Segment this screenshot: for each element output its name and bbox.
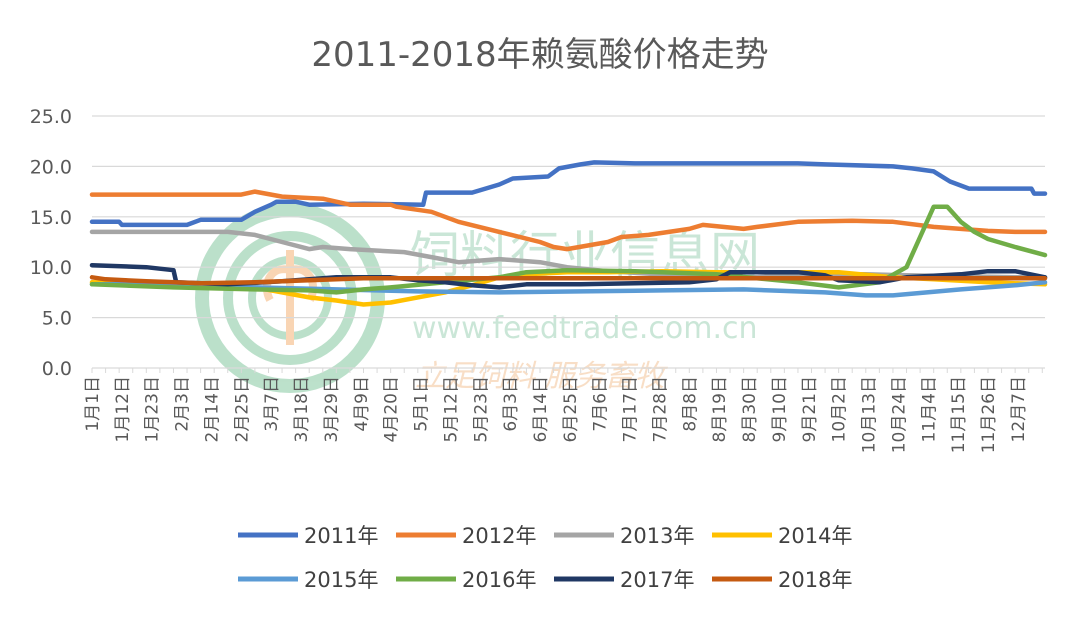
x-tick-label: 10月24日 <box>889 376 909 453</box>
x-tick-label: 9月21日 <box>800 376 820 442</box>
legend-label: 2014年 <box>778 524 852 548</box>
legend-label: 2017年 <box>620 568 694 592</box>
watermark-slogan-text: 立足饲料 服务畜牧 <box>415 359 669 394</box>
x-tick-label: 8月30日 <box>740 376 760 442</box>
y-tick-label: 5.0 <box>42 308 72 330</box>
y-axis-ticks: 0.0 5.0 10.0 15.0 20.0 25.0 <box>30 106 72 380</box>
y-tick-label: 15.0 <box>30 207 72 229</box>
x-tick-label: 11月15日 <box>949 376 969 453</box>
series-line-2016年 <box>89 204 1048 295</box>
x-tick-label: 6月25日 <box>561 376 581 442</box>
x-tick-label: 3月18日 <box>292 376 312 442</box>
watermark: 饲料行业信息网 www.feedtrade.com.cn 立足饲料 服务畜牧 <box>195 203 760 394</box>
chart-title: 2011-2018年赖氨酸价格走势 <box>311 35 768 75</box>
series-line-2018年 <box>89 275 1048 286</box>
x-tick-label: 3月29日 <box>322 376 342 442</box>
y-tick-label: 0.0 <box>42 358 72 380</box>
x-tick-label: 6月3日 <box>501 376 521 432</box>
x-tick-label: 3月7日 <box>262 376 282 432</box>
series-line-2011年 <box>89 160 1048 228</box>
x-tick-label: 1月12日 <box>113 376 133 442</box>
x-tick-label: 11月26日 <box>979 376 999 453</box>
x-tick-label: 12月7日 <box>1009 376 1029 442</box>
x-axis: 1月1日 1月12日 1月23日 2月3日 2月14日 2月25日 3月7日 3月18日 3月2… <box>83 368 1043 453</box>
x-tick-label: 7月28日 <box>650 376 670 442</box>
x-tick-label: 8月8日 <box>680 376 700 432</box>
legend-label: 2018年 <box>778 568 852 592</box>
x-tick-label: 4月9日 <box>352 376 372 432</box>
series-lines <box>89 160 1048 307</box>
x-tick-label: 4月20日 <box>382 376 402 442</box>
legend-label: 2011年 <box>304 524 378 548</box>
series-line-2014年 <box>89 268 1048 307</box>
legend-label: 2013年 <box>620 524 694 548</box>
x-tick-label: 2月3日 <box>173 376 193 432</box>
watermark-url-text: www.feedtrade.com.cn <box>412 311 758 346</box>
x-tick-label: 9月10日 <box>770 376 790 442</box>
legend: 2011年 2012年 2013年 2014年 2015年 2016年 2017年 2018年 <box>238 524 852 592</box>
x-tick-label: 1月1日 <box>83 376 103 432</box>
x-tick-label: 10月2日 <box>830 376 850 442</box>
x-tick-label: 8月19日 <box>710 376 730 442</box>
legend-label: 2012年 <box>462 524 536 548</box>
watermark-logo-icon <box>195 203 385 393</box>
x-tick-label: 2月14日 <box>202 376 222 442</box>
x-tick-label: 2月25日 <box>232 376 252 442</box>
x-tick-label: 10月13日 <box>860 376 880 453</box>
y-tick-label: 20.0 <box>30 156 72 178</box>
x-tick-label: 7月17日 <box>621 376 641 442</box>
x-tick-label: 6月14日 <box>531 376 551 442</box>
series-line-2012年 <box>89 189 1048 252</box>
x-tick-label: 11月4日 <box>919 376 939 442</box>
legend-label: 2015年 <box>304 568 378 592</box>
x-tick-label: 5月1日 <box>412 376 432 432</box>
x-tick-label: 5月12日 <box>441 376 461 442</box>
x-tick-label: 1月23日 <box>143 376 163 442</box>
y-tick-label: 10.0 <box>30 257 72 279</box>
x-tick-label: 7月6日 <box>591 376 611 432</box>
x-tick-label: 5月23日 <box>471 376 491 442</box>
y-tick-label: 25.0 <box>30 106 72 128</box>
legend-label: 2016年 <box>462 568 536 592</box>
